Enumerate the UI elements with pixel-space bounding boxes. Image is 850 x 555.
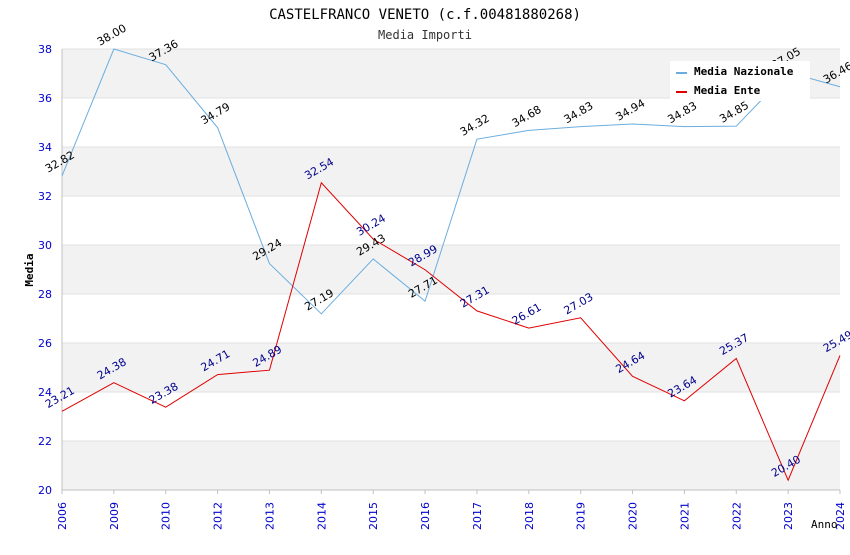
y-tick-label: 30 [38, 239, 52, 252]
legend-box [670, 61, 810, 101]
y-tick-label: 32 [38, 190, 52, 203]
plot-band [62, 98, 840, 147]
y-tick-labels: 20 22 24 26 28 30 32 34 36 38 [38, 43, 52, 497]
x-tick-label: 2010 [160, 502, 173, 530]
y-axis-title: Media [23, 253, 36, 286]
x-tick-label: 2020 [627, 502, 640, 530]
y-tick-label: 38 [38, 43, 52, 56]
data-label: 38.00 [95, 22, 129, 49]
plot-band [62, 343, 840, 392]
x-tick-label: 2023 [782, 502, 795, 530]
x-tick-label: 2019 [575, 502, 588, 530]
x-tick-label: 2006 [56, 502, 69, 530]
x-tick-label: 2024 [834, 502, 847, 530]
legend-label-media-nazionale: Media Nazionale [694, 65, 794, 78]
plot-band [62, 392, 840, 441]
x-axis-title: Anno [811, 518, 838, 531]
chart-title: CASTELFRANCO VENETO (c.f.00481880268) [269, 7, 581, 23]
legend-label-media-ente: Media Ente [694, 84, 761, 97]
x-tick-label: 2014 [315, 502, 328, 530]
y-tick-label: 28 [38, 288, 52, 301]
x-tick-label: 2012 [212, 502, 225, 530]
y-tick-label: 20 [38, 484, 52, 497]
chart-subtitle: Media Importi [378, 28, 472, 42]
y-tick-label: 24 [38, 386, 52, 399]
plot-band [62, 441, 840, 490]
x-tick-label: 2018 [523, 502, 536, 530]
x-tick-labels: 2006 2009 2010 2012 2013 2014 2015 2016 2017 2018… [56, 490, 847, 530]
grid-lines [62, 48, 840, 491]
y-tick-label: 26 [38, 337, 52, 350]
plot-background-bands [62, 49, 840, 490]
x-tick-label: 2022 [730, 502, 743, 530]
plot-band [62, 294, 840, 343]
x-tick-label: 2015 [367, 502, 380, 530]
y-tick-label: 36 [38, 92, 52, 105]
plot-band [62, 147, 840, 196]
x-tick-label: 2009 [108, 502, 121, 530]
series-lines [61, 48, 841, 482]
legend: Media Nazionale Media Ente [670, 61, 810, 101]
y-tick-label: 34 [38, 141, 52, 154]
series-line-media-ente [61, 181, 841, 482]
x-tick-label: 2017 [471, 502, 484, 530]
y-tick-label: 22 [38, 435, 52, 448]
series-line-media-nazionale [61, 48, 841, 315]
x-tick-label: 2013 [263, 502, 276, 530]
plot-band [62, 245, 840, 294]
x-tick-label: 2021 [678, 502, 691, 530]
x-tick-label: 2016 [419, 502, 432, 530]
